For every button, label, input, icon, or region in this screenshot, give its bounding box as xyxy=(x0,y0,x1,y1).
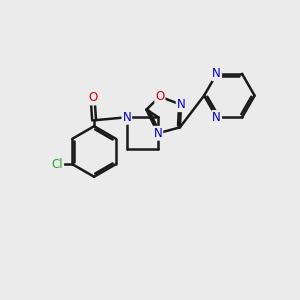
Text: N: N xyxy=(212,67,221,80)
Text: N: N xyxy=(154,127,162,140)
Text: N: N xyxy=(212,111,221,124)
Text: N: N xyxy=(122,111,131,124)
Text: O: O xyxy=(155,90,164,103)
Text: O: O xyxy=(88,92,97,104)
Text: N: N xyxy=(177,98,185,111)
Text: Cl: Cl xyxy=(52,158,63,171)
